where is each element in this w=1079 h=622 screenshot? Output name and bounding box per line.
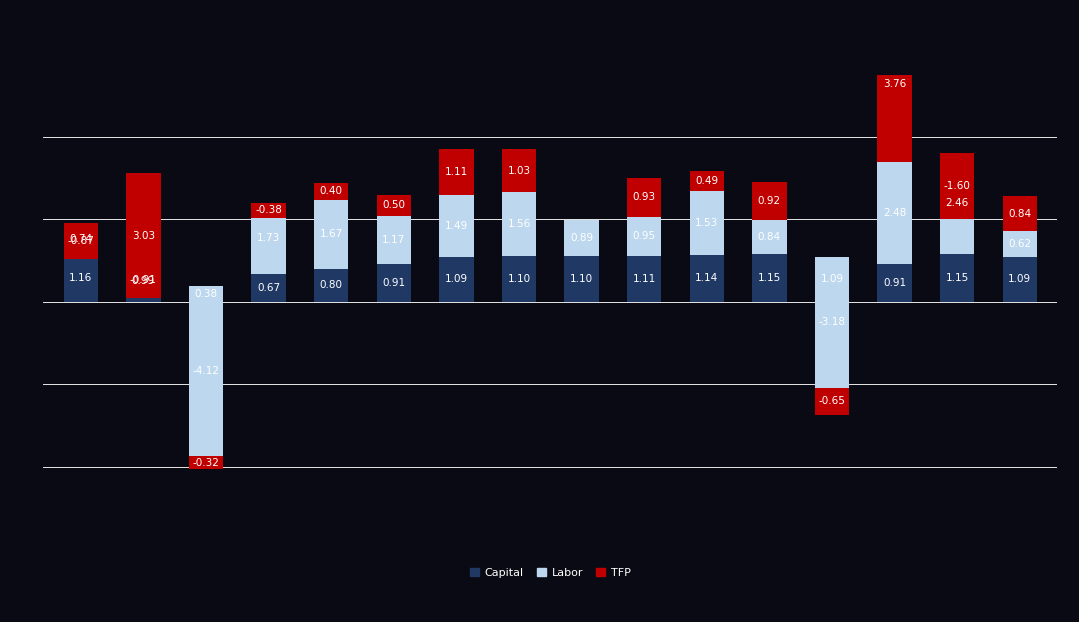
Text: 1.67: 1.67 xyxy=(319,229,343,239)
Bar xyxy=(815,257,849,388)
Text: 0.49: 0.49 xyxy=(695,177,719,187)
Text: 3.03: 3.03 xyxy=(132,231,155,241)
Text: 1.11: 1.11 xyxy=(445,167,468,177)
Bar xyxy=(314,269,349,302)
Bar xyxy=(627,216,661,256)
Text: 0.91: 0.91 xyxy=(883,278,906,288)
Bar xyxy=(314,183,349,200)
Text: -1.60: -1.60 xyxy=(944,180,971,191)
Bar xyxy=(564,220,599,256)
Bar xyxy=(564,256,599,302)
Text: 1.11: 1.11 xyxy=(632,274,656,284)
Bar xyxy=(752,182,787,220)
Bar xyxy=(627,179,661,216)
Bar xyxy=(314,200,349,269)
Bar xyxy=(189,456,223,469)
Text: 1.10: 1.10 xyxy=(570,274,593,284)
Text: -0.32: -0.32 xyxy=(192,458,219,468)
Text: 0.50: 0.50 xyxy=(382,200,406,210)
Text: -4.12: -4.12 xyxy=(192,366,219,376)
Bar xyxy=(377,216,411,264)
Text: 0.84: 0.84 xyxy=(1008,209,1032,219)
Text: 0.38: 0.38 xyxy=(194,289,218,299)
Text: 1.17: 1.17 xyxy=(382,235,406,245)
Text: 1.09: 1.09 xyxy=(445,274,468,284)
Text: 0.74: 0.74 xyxy=(69,233,93,244)
Bar xyxy=(126,174,161,299)
Text: -3.18: -3.18 xyxy=(819,317,846,327)
Text: 0.89: 0.89 xyxy=(570,233,593,243)
Bar xyxy=(502,192,536,256)
Bar xyxy=(877,6,912,162)
Text: -0.91: -0.91 xyxy=(129,274,156,285)
Text: 1.03: 1.03 xyxy=(507,165,531,175)
Text: 1.56: 1.56 xyxy=(507,219,531,229)
Bar xyxy=(940,254,974,302)
Text: 0.95: 0.95 xyxy=(632,231,656,241)
Text: 1.15: 1.15 xyxy=(757,273,781,283)
Text: -0.87: -0.87 xyxy=(67,236,94,246)
Bar xyxy=(126,261,161,299)
Text: 3.76: 3.76 xyxy=(883,79,906,89)
Bar xyxy=(189,286,223,456)
Bar xyxy=(439,257,474,302)
Bar xyxy=(815,388,849,415)
Text: -0.38: -0.38 xyxy=(255,205,282,215)
Text: 0.62: 0.62 xyxy=(1008,239,1032,249)
Bar xyxy=(1002,197,1037,231)
Bar xyxy=(1002,231,1037,257)
Bar xyxy=(439,195,474,257)
Text: 0.93: 0.93 xyxy=(632,192,656,202)
Bar xyxy=(377,195,411,216)
Text: 0.99: 0.99 xyxy=(132,276,155,286)
Bar xyxy=(1002,257,1037,302)
Bar xyxy=(689,171,724,192)
Text: 1.15: 1.15 xyxy=(945,273,969,283)
Bar xyxy=(689,254,724,302)
Bar xyxy=(64,223,98,259)
Bar xyxy=(251,203,286,218)
Legend: Capital, Labor, TFP: Capital, Labor, TFP xyxy=(466,563,634,582)
Text: 0.84: 0.84 xyxy=(757,232,781,242)
Bar xyxy=(377,264,411,302)
Text: 2.48: 2.48 xyxy=(883,208,906,218)
Text: 0.92: 0.92 xyxy=(757,195,781,205)
Bar xyxy=(64,223,98,254)
Text: 1.49: 1.49 xyxy=(445,221,468,231)
Bar xyxy=(251,203,286,274)
Bar xyxy=(815,257,849,302)
Bar xyxy=(752,220,787,254)
Bar xyxy=(502,149,536,192)
Text: 1.10: 1.10 xyxy=(507,274,531,284)
Text: 0.91: 0.91 xyxy=(382,278,406,288)
Bar xyxy=(64,254,98,302)
Bar xyxy=(752,254,787,302)
Bar xyxy=(940,152,974,219)
Text: 1.16: 1.16 xyxy=(69,272,93,283)
Text: 1.09: 1.09 xyxy=(820,274,844,284)
Text: 0.80: 0.80 xyxy=(319,280,343,290)
Bar xyxy=(877,162,912,264)
Bar xyxy=(439,149,474,195)
Text: 0.40: 0.40 xyxy=(319,187,343,197)
Bar xyxy=(502,256,536,302)
Bar xyxy=(877,264,912,302)
Text: 1.14: 1.14 xyxy=(695,273,719,283)
Text: -0.65: -0.65 xyxy=(819,396,846,406)
Text: 2.46: 2.46 xyxy=(945,198,969,208)
Bar xyxy=(251,274,286,302)
Bar xyxy=(940,152,974,254)
Text: 0.67: 0.67 xyxy=(257,283,281,293)
Bar xyxy=(627,256,661,302)
Bar xyxy=(126,261,161,302)
Bar xyxy=(189,286,223,302)
Bar xyxy=(689,192,724,254)
Text: 1.73: 1.73 xyxy=(257,233,281,243)
Text: 1.09: 1.09 xyxy=(1008,274,1032,284)
Text: 1.53: 1.53 xyxy=(695,218,719,228)
